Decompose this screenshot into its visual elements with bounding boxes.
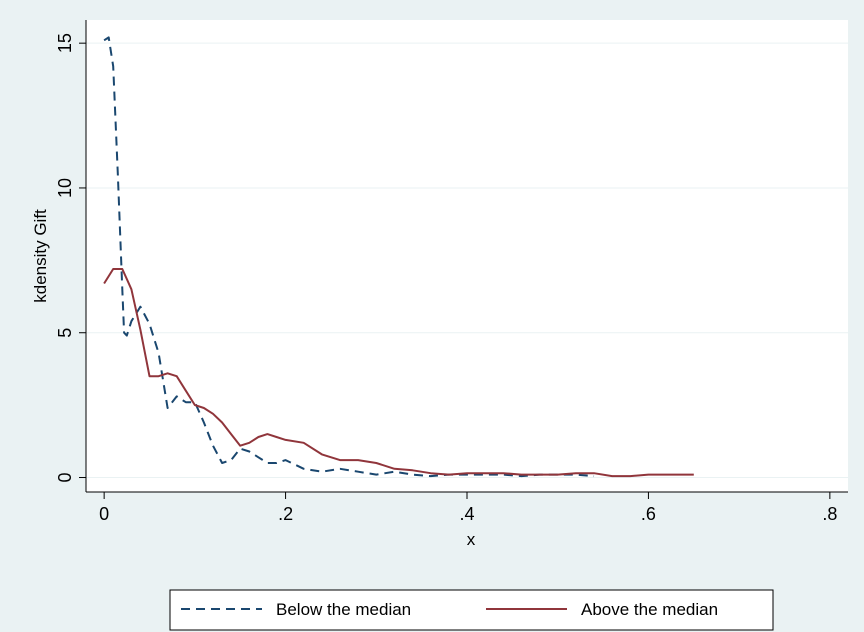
x-axis-title: x (467, 530, 476, 549)
series-line-1 (103, 268, 694, 478)
y-axis: 0 5 10 15 (55, 20, 87, 492)
y-axis-title: kdensity Gift (31, 209, 50, 303)
legend-label-above: Above the median (581, 600, 718, 619)
legend-label-below: Below the median (276, 600, 411, 619)
gridlines (86, 42, 848, 479)
series-line-0 (103, 36, 595, 478)
x-tick-label: .4 (459, 504, 474, 524)
y-tick-label: 10 (55, 178, 75, 198)
plot-area (86, 20, 848, 492)
legend-box (169, 589, 774, 631)
y-tick-label: 0 (55, 473, 75, 483)
x-tick-label: .2 (278, 504, 293, 524)
x-tick-label: 0 (99, 504, 109, 524)
y-tick-label: 15 (55, 33, 75, 53)
x-tick-label: .6 (641, 504, 656, 524)
x-tick-label: .8 (822, 504, 837, 524)
y-tick-label: 5 (55, 328, 75, 338)
legend: Below the median Above the median (169, 589, 774, 631)
x-axis: 0 .2 .4 .6 .8 (86, 491, 848, 524)
series-group (103, 36, 694, 478)
